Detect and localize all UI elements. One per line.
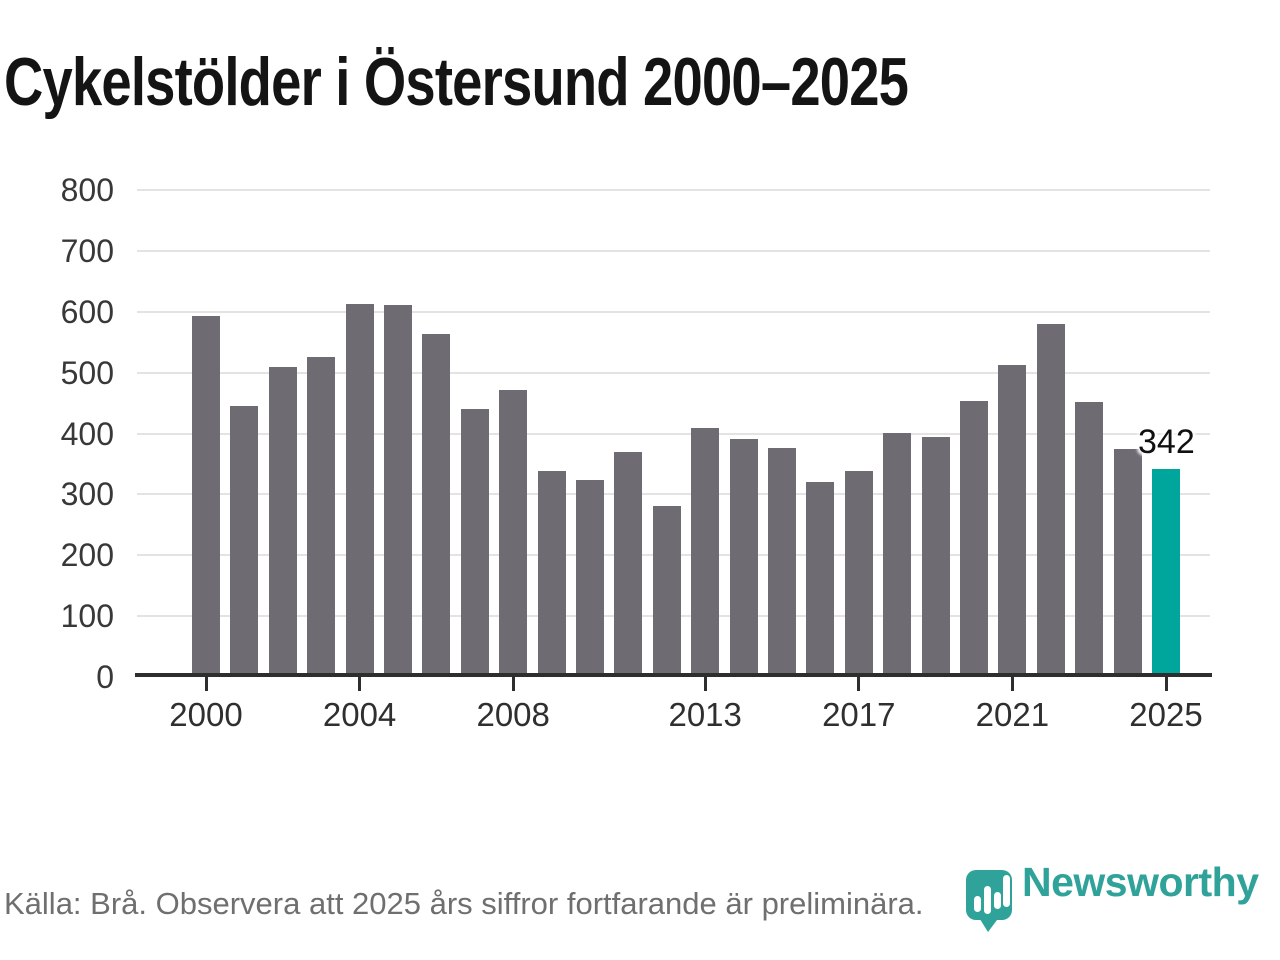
- bar-2019: [921, 436, 950, 677]
- newsworthy-logo: Newsworthy: [962, 856, 1259, 934]
- bar-2010: [576, 479, 604, 677]
- bar-2006: [422, 333, 451, 677]
- x-axis-tick-2021: [1010, 677, 1014, 691]
- bar-2025-highlighted: [1152, 468, 1180, 677]
- gridline-600: [137, 310, 1210, 313]
- bar-2008: [499, 389, 528, 677]
- bar-2013: [691, 428, 720, 677]
- bar-2007: [460, 408, 489, 677]
- bar-2001: [230, 406, 259, 677]
- x-axis-tick-2004: [358, 677, 362, 691]
- y-axis-label-500: 500: [60, 354, 114, 391]
- bar-2003: [307, 357, 336, 677]
- bar-2017: [844, 470, 873, 677]
- bar-2024: [1113, 448, 1142, 677]
- x-axis-tick-2025: [1164, 677, 1168, 691]
- y-axis-label-300: 300: [60, 476, 114, 513]
- x-axis-tick-2008: [511, 677, 515, 691]
- bar-2018: [883, 432, 912, 677]
- newsworthy-logo-text: Newsworthy: [1022, 859, 1259, 905]
- y-axis-label-0: 0: [96, 659, 114, 695]
- bar-2000: [192, 316, 220, 677]
- gridline-500: [137, 371, 1210, 374]
- x-axis-label-2000: 2000: [169, 696, 243, 733]
- y-axis-label-100: 100: [60, 598, 114, 635]
- x-axis-line: [135, 673, 1212, 677]
- bar-2016: [806, 482, 835, 677]
- bar-2014: [729, 438, 758, 677]
- gridline-800: [137, 189, 1210, 191]
- y-axis-label-800: 800: [60, 172, 114, 208]
- gridline-700: [137, 249, 1210, 252]
- plot-area: 0 100 200 300 400 500 600 700 800 2000 2004 2008 201…: [61, 174, 1212, 733]
- newsworthy-pin-barchart-icon: [966, 870, 1012, 932]
- x-axis-label-2017: 2017: [822, 696, 896, 733]
- y-axis-label-700: 700: [60, 232, 114, 269]
- bar-2023: [1075, 402, 1104, 677]
- x-axis-tick-2017: [857, 677, 861, 691]
- gridline-300: [137, 493, 1210, 496]
- bar-value-label: 342: [1138, 422, 1195, 461]
- chart-title: Cykelstölder i Östersund 2000–2025: [4, 44, 909, 120]
- x-axis-tick-2000: [204, 677, 208, 691]
- bar-2004: [345, 303, 374, 677]
- x-axis-label-2013: 2013: [668, 696, 742, 733]
- bar-2002: [268, 367, 297, 677]
- x-axis-label-2004: 2004: [322, 696, 397, 733]
- x-axis-label-2021: 2021: [975, 696, 1050, 733]
- bar-2015: [768, 448, 796, 677]
- bar-2022: [1036, 323, 1065, 677]
- x-axis-label-2025: 2025: [1129, 696, 1203, 733]
- y-axis-label-600: 600: [60, 293, 114, 330]
- y-axis-label-200: 200: [60, 537, 114, 574]
- y-axis-label-400: 400: [60, 415, 114, 452]
- bar-2005: [384, 305, 412, 677]
- x-axis-label-2008: 2008: [476, 696, 550, 733]
- gridline-400: [137, 432, 1210, 435]
- bar-2020: [960, 400, 988, 677]
- bar-2012: [652, 505, 681, 677]
- x-axis-tick-2013: [703, 677, 707, 691]
- bar-2011: [614, 452, 643, 677]
- bar-2009: [537, 470, 566, 677]
- bar-2021: [998, 365, 1027, 677]
- source-note: Källa: Brå. Observera att 2025 års siffr…: [4, 886, 924, 921]
